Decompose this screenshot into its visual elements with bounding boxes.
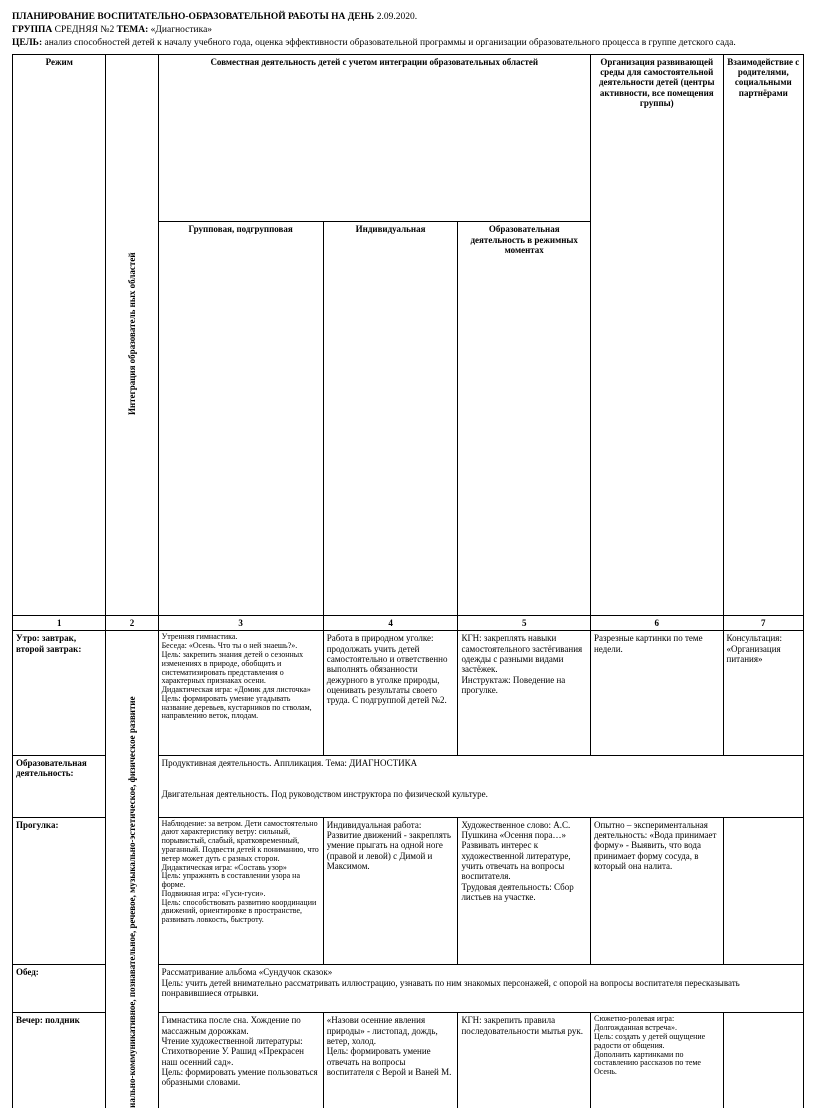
th-joint-activity: Совместная деятельность детей с учетом и… xyxy=(158,54,590,222)
r3-regime: Прогулка: xyxy=(13,817,106,965)
r3-env: Опытно – экспериментальная деятельность:… xyxy=(590,817,723,965)
tema-value: «Диагностика» xyxy=(151,25,212,35)
th-group: Групповая, подгрупповая xyxy=(158,222,323,616)
goal-label: ЦЕЛЬ: xyxy=(12,38,42,48)
r3-indiv: Индивидуальная работа:Развитие движений … xyxy=(323,817,458,965)
r2-wide: Продуктивная деятельность. Аппликация. Т… xyxy=(158,755,803,817)
r1-moments: КГН: закреплять навыки самостоятельного … xyxy=(458,631,591,755)
r1-env: Разрезные картинки по теме недели. xyxy=(590,631,723,755)
r1-group: Утренняя гимнастика.Беседа: «Осень. Что … xyxy=(158,631,323,755)
n5: 5 xyxy=(458,615,591,630)
group-label: ГРУППА xyxy=(12,25,52,35)
n1: 1 xyxy=(13,615,106,630)
r2-regime: Образовательная деятельность: xyxy=(13,755,106,817)
th-moments: Образовательная деятельность в режимных … xyxy=(458,222,591,616)
r5-indiv: «Назови осенние явления природы» - листо… xyxy=(323,1013,458,1108)
th-regime: Режим xyxy=(13,54,106,615)
r1-regime: Утро: завтрак, второй завтрак: xyxy=(13,631,106,755)
r5-parents xyxy=(723,1013,803,1108)
th-environment: Организация развивающей среды для самост… xyxy=(590,54,723,615)
n7: 7 xyxy=(723,615,803,630)
date: 2.09.2020. xyxy=(377,12,417,22)
n2: 2 xyxy=(106,615,158,630)
r5-regime: Вечер: полдник xyxy=(13,1013,106,1108)
th-individual: Индивидуальная xyxy=(323,222,458,616)
tema-label: ТЕМА: xyxy=(117,25,149,35)
r5-env: Сюжетно-ролевая игра: Долгожданная встре… xyxy=(590,1013,723,1108)
table-header-row-1: Режим Интеграция образователь ных област… xyxy=(13,54,804,222)
r4-regime: Обед: xyxy=(13,965,106,1013)
group-value: СРЕДНЯЯ №2 xyxy=(55,25,115,35)
r3-group: Наблюдение: за ветром. Дети самостоятель… xyxy=(158,817,323,965)
n3: 3 xyxy=(158,615,323,630)
r4-wide: Рассматривание альбома «Сундучок сказок»… xyxy=(158,965,803,1013)
table-num-row: 1 2 3 4 5 6 7 xyxy=(13,615,804,630)
r5-moments: КГН: закрепить правила последовательност… xyxy=(458,1013,591,1108)
r3-parents xyxy=(723,817,803,965)
r1-indiv: Работа в природном уголке: продолжать уч… xyxy=(323,631,458,755)
th-integration: Интеграция образователь ных областей xyxy=(106,54,158,615)
row-morning: Утро: завтрак, второй завтрак: Социально… xyxy=(13,631,804,755)
r1-integration-cell: Социально-коммуникативное, познавательно… xyxy=(106,631,158,1108)
th-parents: Взаимодействие с родителями, социальными… xyxy=(723,54,803,615)
title-label: ПЛАНИРОВАНИЕ ВОСПИТАТЕЛЬНО-ОБРАЗОВАТЕЛЬН… xyxy=(12,12,374,22)
r1-parents: Консультация: «Организация питания» xyxy=(723,631,803,755)
planning-table: Режим Интеграция образователь ных област… xyxy=(12,54,804,1108)
r5-group: Гимнастика после сна. Хождение по массаж… xyxy=(158,1013,323,1108)
r3-moments: Художественное слово: А.С. Пушкина «Осен… xyxy=(458,817,591,965)
r1-integration-text: Социально-коммуникативное, познавательно… xyxy=(127,633,137,1108)
n6: 6 xyxy=(590,615,723,630)
goal-value: анализ способностей детей к началу учебн… xyxy=(45,38,736,48)
n4: 4 xyxy=(323,615,458,630)
th-integration-text: Интеграция образователь ных областей xyxy=(127,57,137,611)
